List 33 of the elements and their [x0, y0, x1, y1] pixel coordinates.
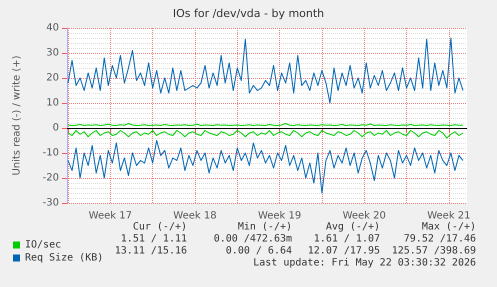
x-tick-label: Week 18: [173, 210, 217, 222]
y-tick-label: -30: [42, 198, 59, 208]
line-series: [68, 38, 464, 104]
y-tick-label: 10: [46, 98, 59, 108]
text: 125.57 /398.69: [392, 246, 476, 256]
text: 1.51 / 1.11: [120, 234, 188, 244]
y-tick-label: -10: [42, 148, 59, 158]
text: 13.11 /15.16: [114, 246, 188, 256]
legend-label: Req Size (KB): [25, 252, 104, 264]
y-tick-label: 40: [46, 22, 59, 34]
text: Avg (-/+): [326, 222, 380, 232]
y-axis-title: Units read (-) / write (+): [12, 55, 22, 176]
y-tick-label: 20: [46, 72, 59, 84]
y-tick-label: 30: [46, 48, 59, 58]
text: 79.52 /17.46: [404, 234, 476, 244]
y-tick-label: -20: [42, 172, 59, 184]
text: 0.00 /472.63m: [214, 234, 292, 244]
text: Min (-/+): [238, 222, 292, 232]
text: 0.00 / 6.64: [226, 246, 292, 256]
x-tick-label: Week 21: [427, 210, 471, 222]
text: 12.07 /17.95: [308, 246, 380, 256]
line-series: [68, 130, 464, 138]
text: Cur (-/+): [132, 222, 188, 232]
x-tick-label: Week 17: [88, 210, 132, 222]
line-series: [68, 140, 464, 194]
text: Max (-/+): [422, 222, 476, 232]
text: Last update: Fri May 22 03:30:32 2026: [253, 258, 476, 268]
y-tick-label: 0: [52, 122, 59, 134]
legend-label: IO/sec: [25, 240, 62, 250]
x-tick-label: Week 19: [258, 210, 302, 222]
text: 1.61 / 1.07: [314, 234, 380, 244]
chart-title: IOs for /dev/vda - by month: [172, 7, 324, 20]
x-tick-label: Week 20: [342, 210, 386, 222]
